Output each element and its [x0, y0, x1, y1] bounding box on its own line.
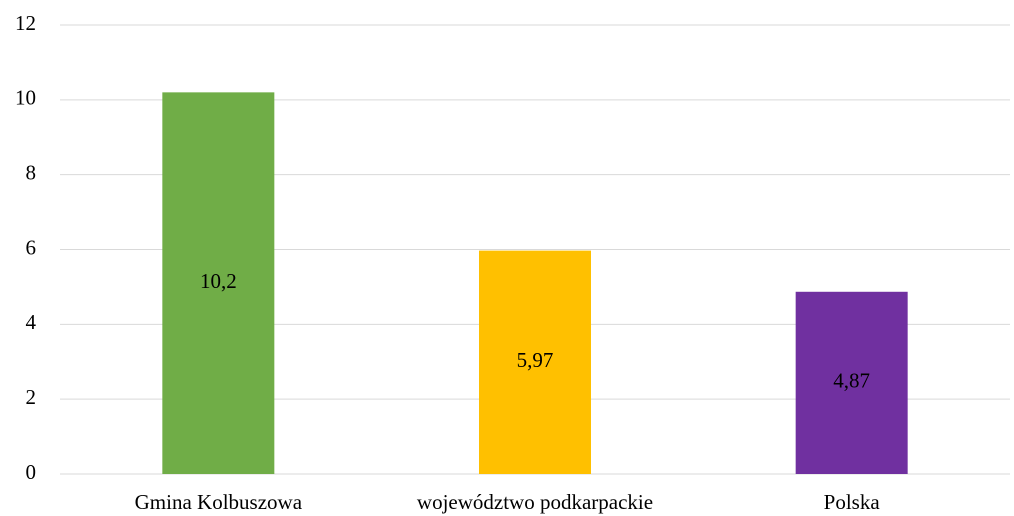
y-tick-label: 12: [15, 11, 36, 35]
y-tick-label: 4: [26, 310, 37, 334]
x-tick-label: Polska: [824, 490, 881, 514]
x-tick-label: województwo podkarpackie: [417, 490, 653, 514]
y-tick-label: 2: [26, 385, 37, 409]
y-tick-label: 0: [26, 460, 37, 484]
bar: [479, 250, 591, 474]
bar: [162, 92, 275, 474]
x-tick-label: Gmina Kolbuszowa: [135, 490, 303, 514]
y-tick-label: 6: [26, 235, 37, 259]
bar: [795, 291, 908, 474]
y-tick-label: 10: [15, 86, 36, 110]
y-tick-label: 8: [26, 160, 37, 184]
data-label: 4,87: [833, 369, 870, 393]
data-label: 5,97: [517, 348, 554, 372]
data-label: 10,2: [200, 269, 237, 293]
